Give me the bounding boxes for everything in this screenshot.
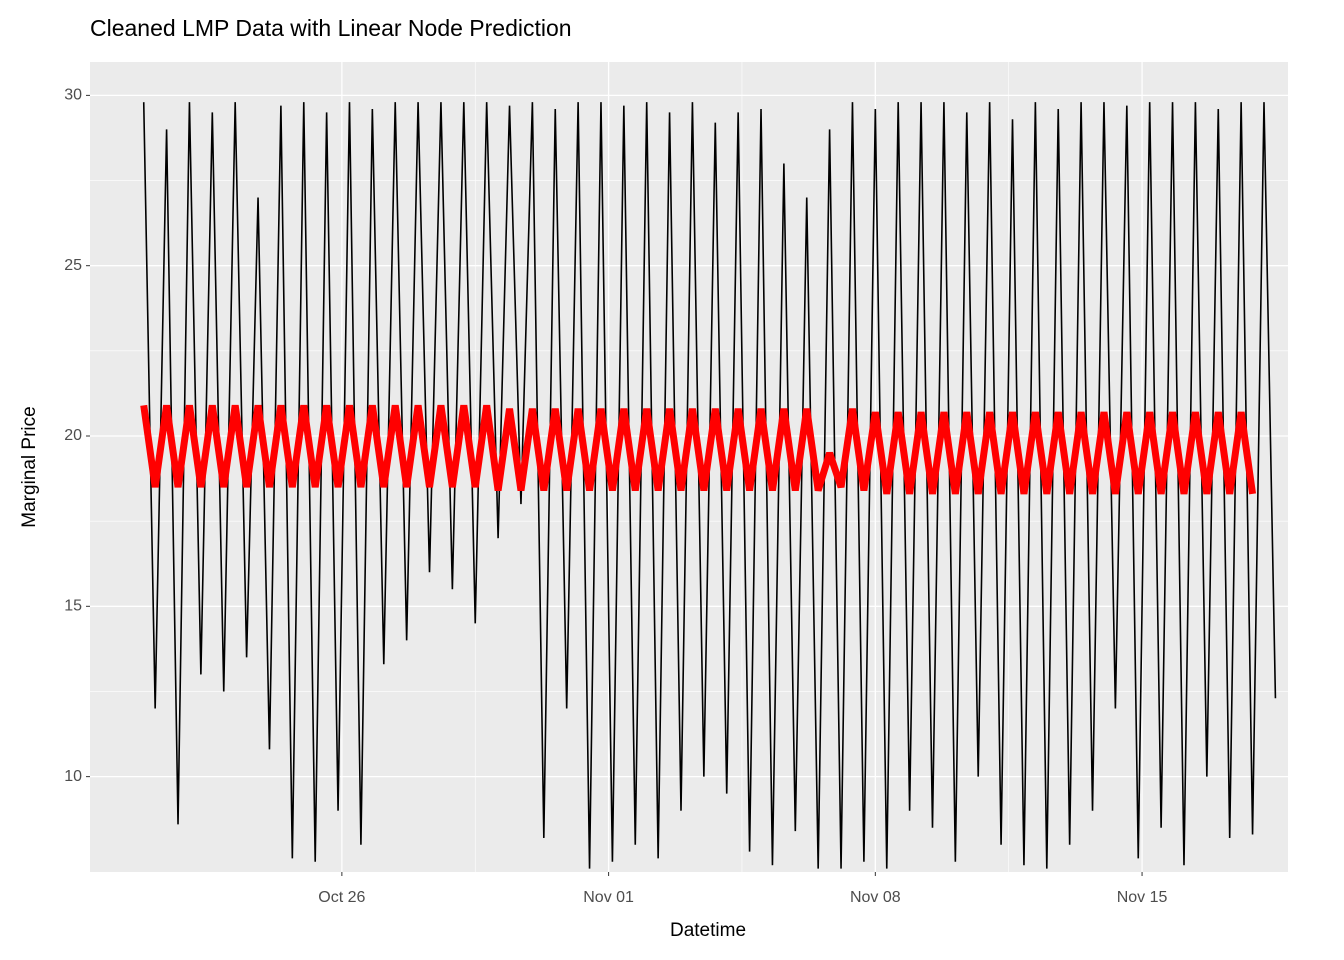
y-tick-label: 30 — [64, 87, 82, 104]
x-tick-label: Nov 08 — [850, 889, 901, 906]
x-tick-label: Nov 01 — [583, 889, 634, 906]
y-tick-label: 10 — [64, 768, 82, 785]
x-axis-label: Datetime — [670, 920, 746, 941]
series-line — [140, 404, 1257, 495]
y-tick-label: 20 — [64, 427, 82, 444]
y-tick-label: 15 — [64, 598, 82, 615]
x-tick-label: Nov 15 — [1117, 889, 1168, 906]
chart-title: Cleaned LMP Data with Linear Node Predic… — [90, 15, 572, 41]
y-tick-label: 25 — [64, 257, 82, 274]
x-tick-label: Oct 26 — [318, 889, 365, 906]
y-axis-label: Marginal Price — [19, 406, 40, 527]
